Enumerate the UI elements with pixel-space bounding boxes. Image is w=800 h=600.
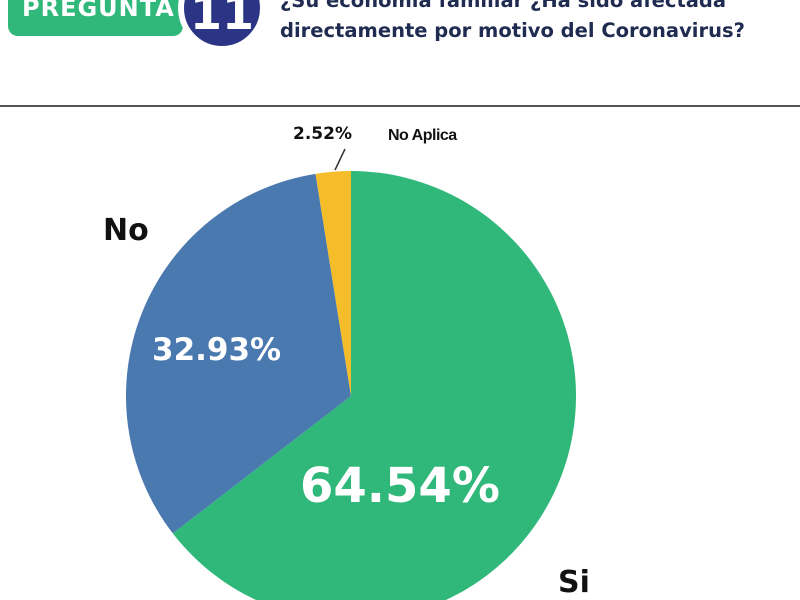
leader-line-no-aplica xyxy=(334,148,346,171)
question-number: 11 xyxy=(189,0,254,40)
slice-value-label-no-aplica: 2.52% xyxy=(293,124,352,144)
question-line-1: ¿Su economía familiar ¿Ha sido afectada xyxy=(280,0,727,12)
slice-value-label-si: 64.54% xyxy=(300,458,500,514)
question-line-2: directamente por motivo del Coronavirus? xyxy=(280,19,745,42)
question-text: ¿Su economía familiar ¿Ha sido afectada … xyxy=(280,0,795,46)
pie-slice-no xyxy=(125,173,351,534)
badge-label: PREGUNTA xyxy=(22,0,175,22)
header: PREGUNTA 11 ¿Su economía familiar ¿Ha si… xyxy=(0,0,800,100)
pie-slice-no-aplica xyxy=(315,171,351,396)
pie-slice-si xyxy=(172,171,576,600)
divider-line xyxy=(0,105,800,107)
slice-value-label-no: 32.93% xyxy=(152,332,282,368)
question-badge xyxy=(8,0,183,36)
category-label-si: Si xyxy=(558,565,590,600)
category-label-no: No xyxy=(103,213,149,248)
category-label-no-aplica: No Aplica xyxy=(388,127,457,144)
